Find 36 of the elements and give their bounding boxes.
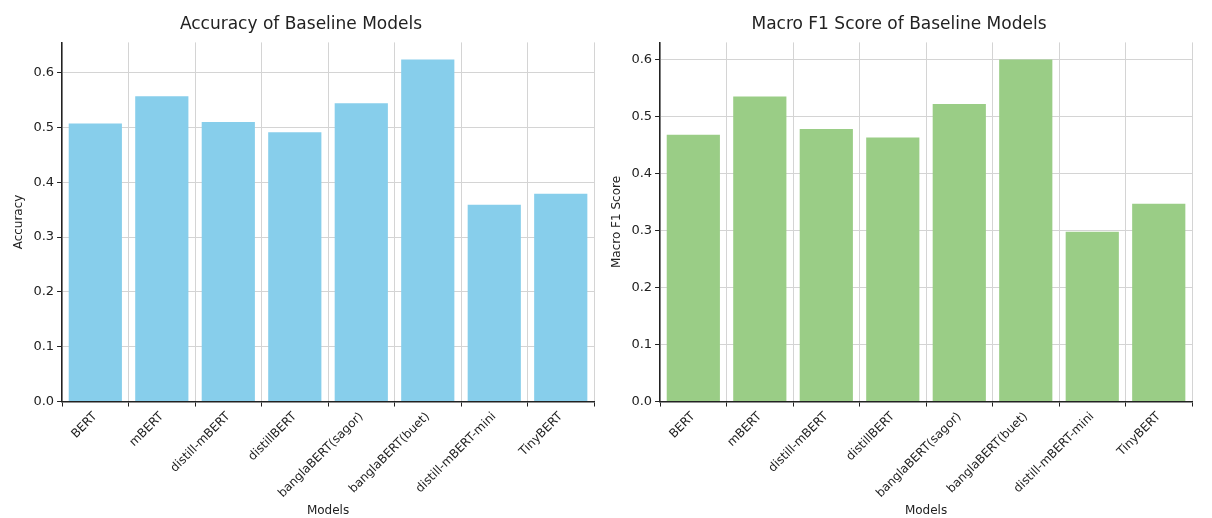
bar bbox=[135, 96, 189, 402]
bar bbox=[334, 103, 388, 402]
y-tick-label: 0.3 bbox=[631, 221, 653, 237]
bar bbox=[401, 59, 455, 402]
y-tick-label: 0.4 bbox=[631, 164, 653, 180]
bar bbox=[201, 121, 255, 402]
y-tick-label: 0.5 bbox=[33, 118, 55, 134]
y-tick-label: 0.0 bbox=[33, 392, 55, 408]
chart-title: Macro F1 Score of Baseline Models bbox=[751, 12, 1047, 33]
bar bbox=[733, 96, 787, 402]
bar bbox=[467, 204, 521, 402]
y-axis-title: Accuracy bbox=[11, 194, 26, 250]
y-tick-label: 0.2 bbox=[631, 278, 653, 294]
y-tick-label: 0.1 bbox=[631, 335, 653, 351]
bar bbox=[268, 132, 322, 402]
y-axis-title: Macro F1 Score bbox=[609, 175, 624, 269]
y-tick-label: 0.1 bbox=[33, 338, 55, 354]
bar bbox=[866, 137, 920, 402]
bar bbox=[534, 193, 588, 402]
x-axis-title: Models bbox=[306, 502, 350, 517]
bar bbox=[1065, 231, 1119, 402]
bar bbox=[666, 134, 720, 402]
y-tick-label: 0.3 bbox=[33, 228, 55, 244]
bar bbox=[932, 103, 986, 402]
y-tick-label: 0.0 bbox=[631, 392, 653, 408]
bar bbox=[1132, 203, 1186, 402]
y-tick-label: 0.2 bbox=[33, 283, 55, 299]
bar bbox=[68, 123, 122, 402]
x-axis-title: Models bbox=[904, 502, 948, 517]
y-tick-label: 0.6 bbox=[631, 50, 653, 66]
chart-title: Accuracy of Baseline Models bbox=[179, 12, 423, 33]
bar bbox=[999, 59, 1053, 402]
y-tick-label: 0.5 bbox=[631, 107, 653, 123]
y-tick-label: 0.6 bbox=[33, 63, 55, 79]
bar bbox=[799, 129, 853, 402]
y-tick-label: 0.4 bbox=[33, 173, 55, 189]
